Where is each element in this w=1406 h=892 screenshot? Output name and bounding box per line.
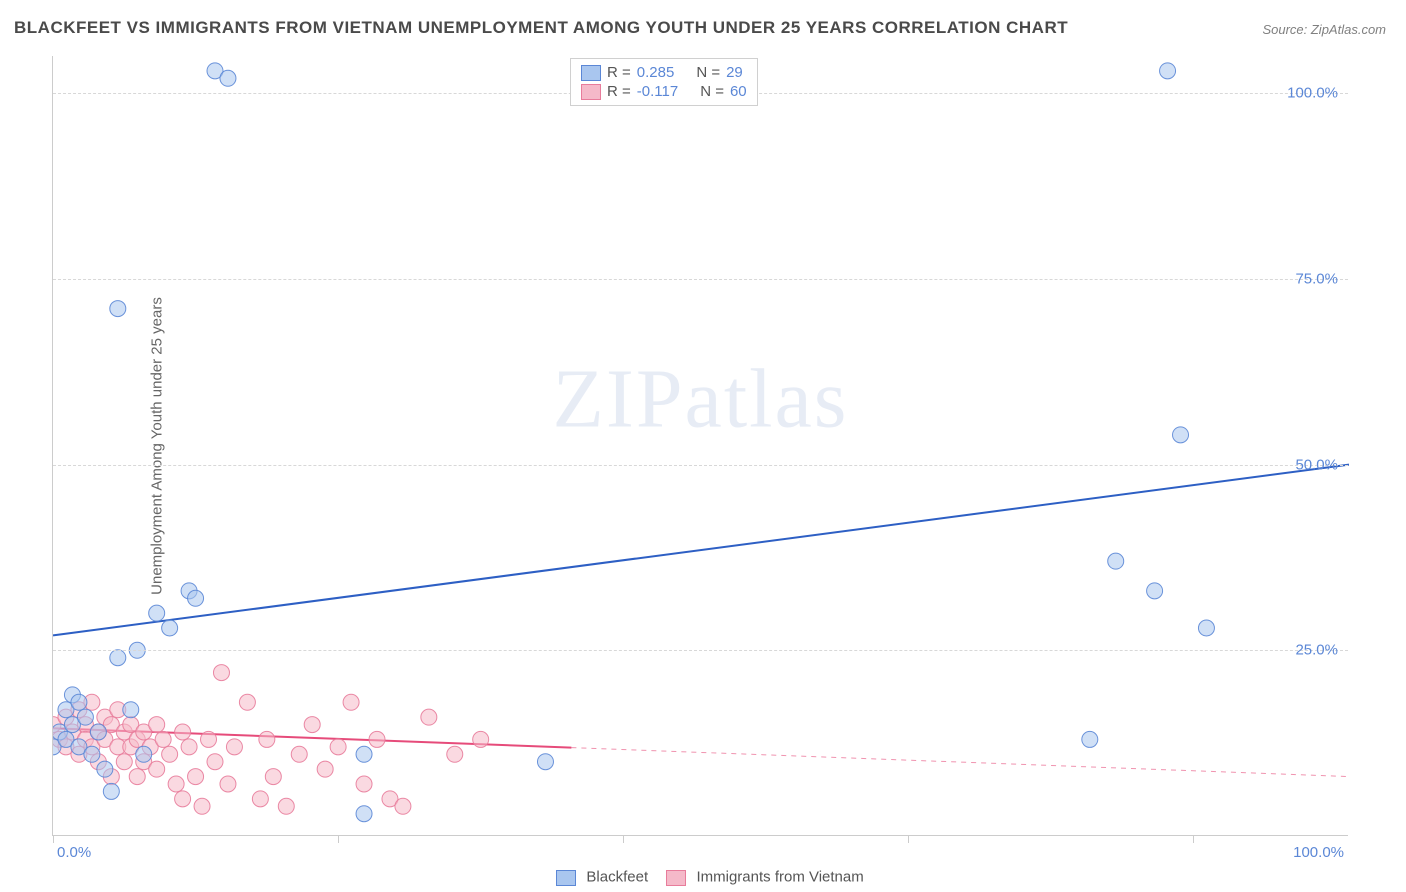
n-value-vietnam: 60 (730, 83, 747, 100)
plot-area: ZIPatlas 25.0%50.0%75.0%100.0%0.0%100.0% (52, 56, 1348, 836)
n-label: N = (696, 64, 720, 81)
r-label: R = (607, 64, 631, 81)
y-tick-label: 100.0% (1287, 85, 1338, 102)
swatch-vietnam-bottom (666, 870, 686, 886)
source-attribution: Source: ZipAtlas.com (1262, 22, 1386, 37)
series-legend: Blackfeet Immigrants from Vietnam (0, 868, 1406, 886)
legend-label-vietnam: Immigrants from Vietnam (696, 869, 863, 886)
n-label: N = (700, 83, 724, 100)
correlation-legend: R = 0.285 N = 29 R = -0.117 N = 60 (570, 58, 758, 106)
swatch-vietnam (581, 84, 601, 100)
r-value-vietnam: -0.117 (637, 83, 678, 100)
y-tick-label: 25.0% (1295, 642, 1338, 659)
n-value-blackfeet: 29 (726, 64, 743, 81)
r-label: R = (607, 83, 631, 100)
chart-container: BLACKFEET VS IMMIGRANTS FROM VIETNAM UNE… (0, 0, 1406, 892)
chart-title: BLACKFEET VS IMMIGRANTS FROM VIETNAM UNE… (14, 18, 1068, 38)
y-tick-label: 50.0% (1295, 456, 1338, 473)
x-tick-label-left: 0.0% (57, 844, 91, 861)
scatter-svg (53, 56, 1349, 836)
y-tick-label: 75.0% (1295, 270, 1338, 287)
legend-row-vietnam: R = -0.117 N = 60 (581, 82, 747, 101)
x-tick-label-right: 100.0% (1293, 844, 1344, 861)
r-value-blackfeet: 0.285 (637, 64, 675, 81)
swatch-blackfeet (581, 65, 601, 81)
legend-row-blackfeet: R = 0.285 N = 29 (581, 63, 747, 82)
swatch-blackfeet-bottom (556, 870, 576, 886)
legend-label-blackfeet: Blackfeet (586, 869, 648, 886)
